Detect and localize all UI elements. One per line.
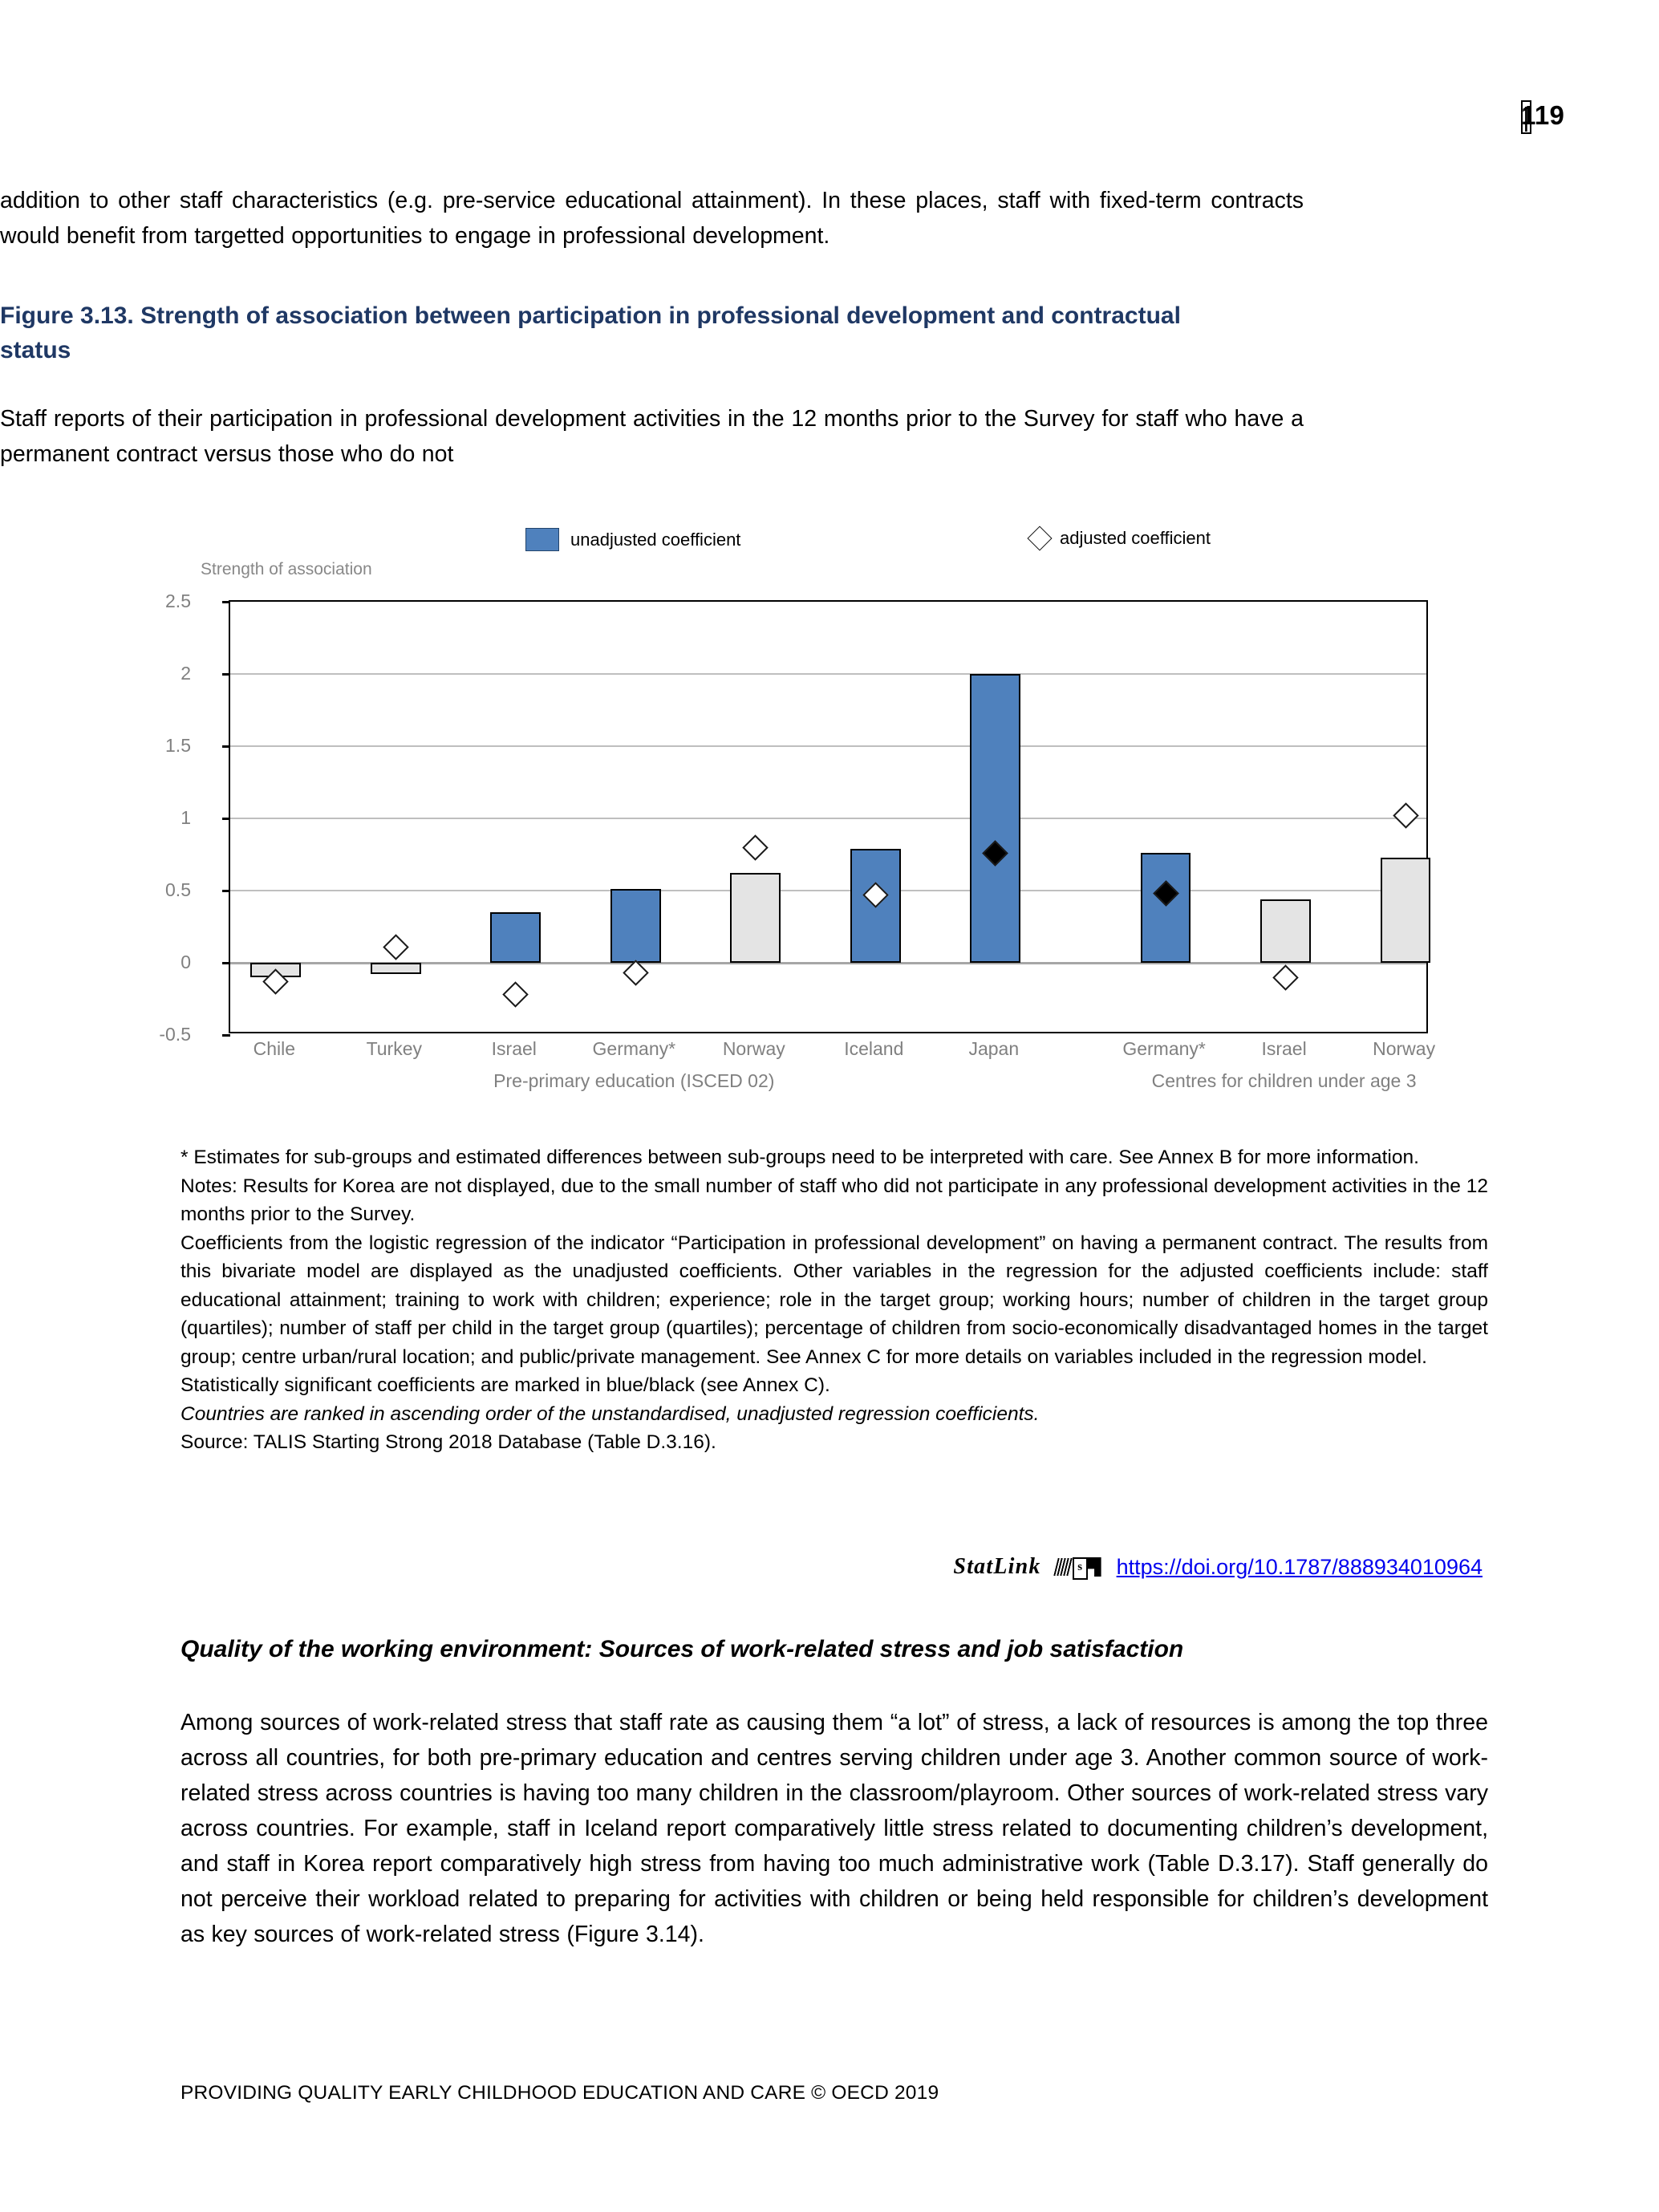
statlink-label: StatLink bbox=[953, 1554, 1041, 1579]
section-heading: Quality of the working environment: Sour… bbox=[181, 1636, 1184, 1662]
gridline bbox=[230, 745, 1426, 747]
gridline bbox=[230, 962, 1426, 964]
x-axis-tick-label: Germany* bbox=[592, 1038, 676, 1059]
legend-label-adjusted: adjusted coefficient bbox=[1060, 528, 1211, 548]
x-axis-tick-label: Turkey bbox=[366, 1038, 423, 1059]
x-axis-tick-label: Israel bbox=[491, 1038, 537, 1059]
figure-chart: unadjusted coefficient adjusted coeffici… bbox=[159, 522, 1488, 1091]
x-axis-tick-label: Norway bbox=[1373, 1038, 1436, 1059]
y-axis-tick-mark bbox=[222, 745, 230, 748]
statlink-url[interactable]: https://doi.org/10.1787/888934010964 bbox=[1116, 1554, 1483, 1579]
page-footer: PROVIDING QUALITY EARLY CHILDHOOD EDUCAT… bbox=[181, 2082, 939, 2104]
y-axis-tick-mark bbox=[222, 818, 230, 820]
figure-subtitle: Staff reports of their participation in … bbox=[0, 401, 1304, 472]
chart-bar bbox=[1260, 899, 1311, 963]
chart-bar bbox=[1380, 857, 1431, 963]
x-axis-tick-label: Israel bbox=[1261, 1038, 1307, 1059]
chart-bar bbox=[610, 889, 661, 963]
x-axis-tick-label: Chile bbox=[253, 1038, 296, 1059]
note-asterisk: * Estimates for sub-groups and estimated… bbox=[181, 1147, 1419, 1168]
statlink-icon-letter: s bbox=[1072, 1557, 1088, 1580]
figure-subtitle-text: Staff reports of their participation in … bbox=[0, 406, 1304, 467]
legend-label-unadjusted: unadjusted coefficient bbox=[570, 529, 741, 550]
x-axis-group-label: Pre-primary education (ISCED 02) bbox=[493, 1070, 775, 1091]
legend-item-unadjusted: unadjusted coefficient bbox=[525, 528, 740, 551]
y-axis-tick-mark bbox=[222, 890, 230, 892]
y-axis-tick-label: 2.5 bbox=[165, 591, 191, 611]
y-axis-tick-label: 1 bbox=[181, 807, 191, 828]
header-separator: | bbox=[1521, 100, 1531, 134]
statlink-row: StatLink s https://doi.org/10.1787/88893… bbox=[953, 1554, 1483, 1580]
y-axis-tick-mark bbox=[222, 1034, 230, 1037]
figure-notes: * Estimates for sub-groups and estimated… bbox=[181, 1143, 1488, 1457]
chart-bar bbox=[490, 912, 542, 963]
x-axis-tick-label: Japan bbox=[968, 1038, 1020, 1059]
gridline bbox=[230, 890, 1426, 891]
lower-paragraph-block: Among sources of work-related stress tha… bbox=[181, 1705, 1488, 1952]
y-axis-tick-label: 2 bbox=[181, 663, 191, 684]
x-axis-tick-label: Iceland bbox=[844, 1038, 904, 1059]
intro-paragraph-block: addition to other staff characteristics … bbox=[0, 183, 1304, 254]
legend-diamond-swatch-icon bbox=[1027, 526, 1053, 551]
y-axis-tick-label: 0.5 bbox=[165, 879, 191, 900]
page-number: 119 bbox=[1521, 100, 1564, 130]
y-axis-title: Strength of association bbox=[201, 560, 372, 578]
chart-diamond-marker bbox=[502, 981, 529, 1008]
gridline bbox=[230, 673, 1426, 675]
legend-item-adjusted: adjusted coefficient bbox=[1027, 526, 1211, 551]
chart-bar bbox=[1140, 853, 1191, 963]
chart-bar bbox=[730, 873, 781, 963]
note-source: Source: TALIS Starting Strong 2018 Datab… bbox=[181, 1431, 716, 1453]
x-axis-tick-label: Germany* bbox=[1122, 1038, 1206, 1059]
x-axis-tick-label: Norway bbox=[722, 1038, 785, 1059]
lower-paragraph: Among sources of work-related stress tha… bbox=[181, 1710, 1488, 1947]
plot-area: -0.5 0 0.5 1 1.5 2 2.5 bbox=[159, 591, 1431, 1045]
y-axis-tick-label: 0 bbox=[181, 952, 191, 972]
chart-legend: unadjusted coefficient adjusted coeffici… bbox=[205, 526, 1488, 557]
legend-bar-swatch-icon bbox=[525, 528, 559, 551]
chart-diamond-marker bbox=[742, 834, 769, 861]
intro-paragraph: addition to other staff characteristics … bbox=[0, 188, 1304, 249]
statlink-icon: s bbox=[1053, 1556, 1102, 1580]
running-header: | 119 bbox=[1521, 100, 1564, 134]
chart-diamond-marker bbox=[1392, 802, 1419, 829]
chart-bar bbox=[970, 674, 1021, 963]
gridline bbox=[230, 818, 1426, 819]
x-axis-group-label: Centres for children under age 3 bbox=[1151, 1070, 1417, 1091]
chart-diamond-marker bbox=[1272, 964, 1299, 991]
y-axis-tick-label: -0.5 bbox=[159, 1024, 191, 1045]
chart-bar bbox=[370, 963, 421, 975]
x-axis-group-labels: Pre-primary education (ISCED 02) Centres … bbox=[229, 1070, 1428, 1098]
y-axis-tick-mark bbox=[222, 601, 230, 603]
note-significance: Statistically significant coefficients a… bbox=[181, 1374, 830, 1396]
figure-title: Figure 3.13. Strength of association bet… bbox=[0, 302, 1181, 363]
x-axis-labels: Chile Turkey Israel Germany* Norway Iceland Ja… bbox=[229, 1038, 1435, 1065]
chart-diamond-marker bbox=[383, 933, 409, 960]
note-coefficients: Coefficients from the logistic regressio… bbox=[181, 1232, 1488, 1368]
note-ranking: Countries are ranked in ascending order … bbox=[181, 1402, 1040, 1425]
y-axis-tick-mark bbox=[222, 673, 230, 676]
note-korea: Notes: Results for Korea are not display… bbox=[181, 1175, 1488, 1226]
y-axis-tick-mark bbox=[222, 962, 230, 964]
y-axis-tick-label: 1.5 bbox=[165, 735, 191, 756]
